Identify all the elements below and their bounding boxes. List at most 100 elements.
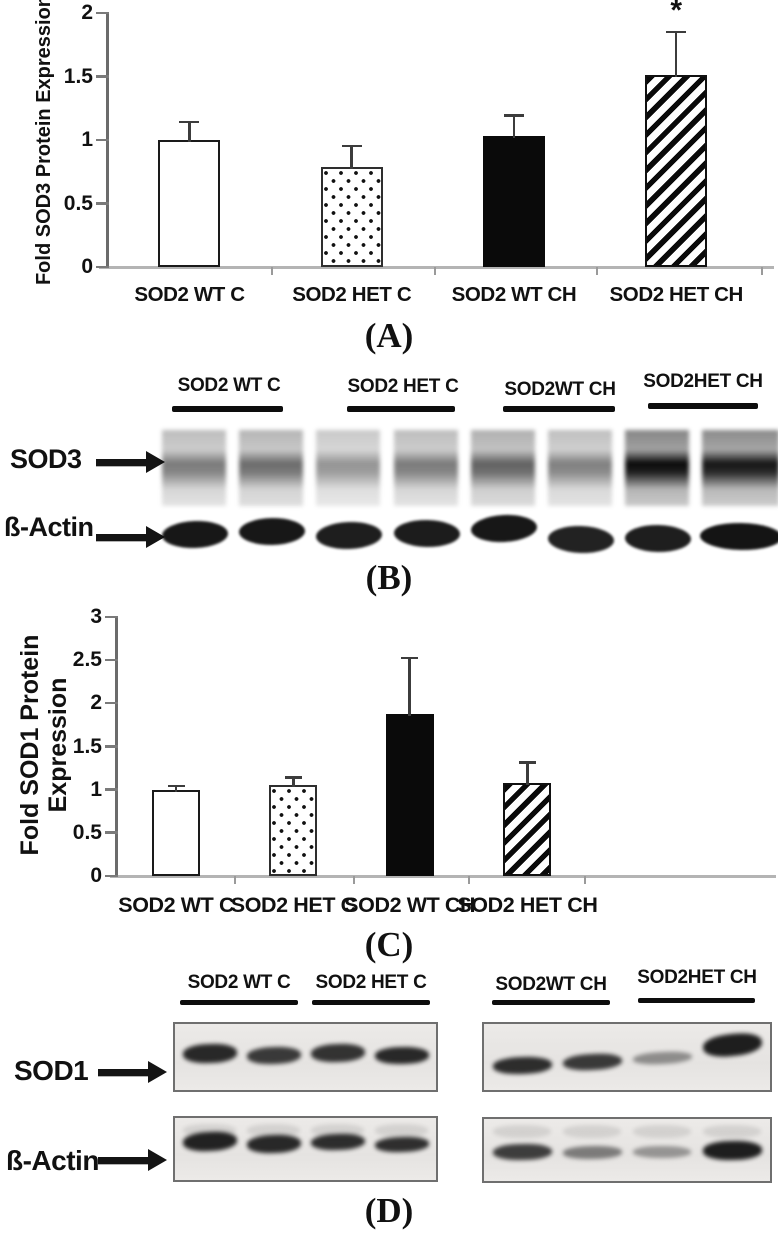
group-underline — [492, 1000, 610, 1005]
blot-band — [315, 520, 383, 551]
blot-strip-actin — [161, 513, 778, 555]
x-axis-tick — [271, 267, 274, 275]
blot-lane — [470, 430, 535, 506]
arrow-head — [146, 526, 165, 548]
blot-lane — [702, 430, 778, 506]
bar-sod2-het-c — [320, 166, 383, 267]
blot-group-label: SOD2WT CH — [495, 974, 607, 995]
blot-band — [182, 1042, 237, 1064]
y-axis-tick — [105, 615, 118, 618]
blot-row-label-actin: ß-Actin — [4, 512, 94, 542]
y-axis-tick — [105, 831, 118, 834]
panel-a: Fold SOD3 Protein Expression 0 0.5 1 1.5 2 SO… — [0, 0, 778, 360]
x-axis-tick — [467, 876, 470, 884]
y-tick-label: 2 — [90, 691, 102, 715]
error-bar-cap — [518, 761, 536, 764]
error-bar — [408, 658, 411, 716]
blot-band — [702, 1139, 762, 1161]
blot-ghost-band — [562, 1125, 622, 1138]
group-underline — [172, 406, 283, 412]
blot-lane — [625, 430, 690, 506]
blot-lane — [239, 430, 304, 506]
blot-box-sod1-right — [482, 1022, 772, 1092]
error-bar-cap — [401, 656, 419, 660]
error-bar — [350, 146, 353, 169]
y-tick-label: 2 — [81, 1, 93, 24]
blot-row-label-sod1: SOD1 — [14, 1055, 89, 1086]
blot-band — [470, 513, 538, 544]
y-tick-label: 1.5 — [63, 64, 93, 88]
y-tick-label: 3 — [90, 605, 102, 628]
blot-band — [238, 517, 306, 546]
y-axis-tick — [105, 658, 118, 662]
x-axis-tick — [761, 267, 764, 275]
bar-chart-sod1: 0 0.5 1 1.5 2 2.5 3 SOD2 WT C SOD2 HET C SOD2 WT … — [73, 605, 776, 917]
x-axis-line — [110, 875, 776, 878]
blot-lane — [393, 430, 458, 506]
blot-ghost-band — [702, 1125, 762, 1138]
panel-letter-b: (B) — [365, 558, 413, 597]
x-axis-label: SOD2 HET CH — [609, 283, 744, 306]
blot-strip-sod3 — [162, 430, 778, 506]
blot-band — [547, 524, 615, 555]
blot-box-sod1-left — [173, 1022, 438, 1092]
blot-group-label: SOD2HET CH — [637, 967, 757, 988]
blot-box-actin-left — [173, 1116, 438, 1182]
y-axis-tick — [96, 265, 109, 268]
blot-ghost-band — [246, 1124, 301, 1137]
blot-band — [246, 1134, 301, 1154]
blot-group-label: SOD2 WT C — [187, 972, 291, 993]
y-tick-label: 0 — [81, 255, 93, 278]
arrow-shaft — [96, 458, 146, 466]
blot-band — [701, 1030, 763, 1060]
error-bar — [526, 762, 529, 785]
blot-group-label: SOD2 HET C — [315, 972, 427, 993]
x-axis-tick — [352, 876, 355, 884]
blot-lane — [162, 430, 226, 506]
y-tick-label: 1 — [81, 128, 93, 151]
y-axis-tick — [105, 745, 118, 748]
bar-chart-sod3: 0 0.5 1 1.5 2 SOD2 WT C SOD2 HET C SOD2 WT CH SO… — [64, 0, 774, 306]
y-axis-tick — [96, 75, 109, 78]
y-tick-label: 1 — [90, 777, 102, 801]
x-axis-label: SOD2 WT CH — [451, 283, 577, 306]
blot-ghost-band — [492, 1125, 552, 1138]
y-axis-tick — [105, 788, 118, 791]
blot-group-label: SOD2 WT C — [177, 375, 281, 396]
blot-ghost-band — [182, 1124, 237, 1137]
blot-band — [700, 522, 778, 551]
error-bar-cap — [179, 120, 200, 124]
error-bar-cap — [284, 776, 302, 779]
x-axis-tick — [433, 267, 436, 275]
error-bar — [512, 115, 516, 139]
x-axis-tick — [583, 876, 586, 884]
error-bar — [674, 32, 678, 78]
arrow-head — [146, 451, 165, 473]
blot-row-label-sod3: SOD3 — [10, 444, 82, 474]
error-bar — [188, 122, 191, 142]
y-axis-tick — [105, 701, 118, 705]
x-axis-tick — [595, 267, 598, 275]
arrow-shaft — [98, 1156, 148, 1164]
blot-band — [492, 1055, 552, 1075]
y-axis-tick — [105, 874, 118, 877]
error-bar-cap — [341, 144, 362, 148]
group-underline — [347, 406, 455, 412]
panel-letter-d: (D) — [364, 1191, 414, 1230]
y-tick-label: 0.5 — [72, 820, 102, 844]
x-axis-label: SOD2 WT C — [134, 283, 245, 306]
blot-lane — [316, 430, 381, 506]
blot-band — [393, 519, 460, 548]
panel-letter-a: (A) — [364, 316, 414, 355]
arrow-shaft — [96, 533, 146, 541]
error-bar — [174, 786, 178, 792]
panel-b: SOD2 WT C SOD2 HET C SOD2WT CH SOD2HET C… — [0, 360, 778, 605]
x-axis-label: SOD2 HET C — [292, 283, 412, 306]
group-underline — [180, 1000, 298, 1005]
bar-sod2-wt-c — [158, 140, 221, 267]
arrow-right-icon — [98, 1061, 167, 1083]
arrow-shaft — [98, 1068, 148, 1076]
y-tick-label: 0.5 — [63, 191, 93, 215]
arrow-head — [148, 1149, 167, 1171]
group-underline — [503, 406, 615, 412]
